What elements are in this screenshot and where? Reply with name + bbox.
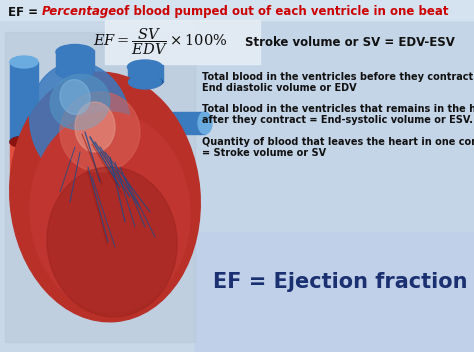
Bar	[5, 32, 195, 342]
Text: End diastolic volume or EDV: End diastolic volume or EDV	[202, 83, 356, 93]
Ellipse shape	[10, 56, 38, 68]
Ellipse shape	[128, 76, 163, 88]
Text: Percentage: Percentage	[42, 6, 117, 19]
Text: = Stroke volume or SV: = Stroke volume or SV	[202, 148, 326, 158]
Bar	[105, 20, 260, 64]
Ellipse shape	[60, 80, 90, 114]
Ellipse shape	[10, 192, 30, 202]
Text: $EF = \dfrac{SV}{EDV} \times 100\%$: $EF = \dfrac{SV}{EDV} \times 100\%$	[93, 27, 227, 57]
Ellipse shape	[10, 136, 38, 148]
Text: EF = Ejection fraction: EF = Ejection fraction	[213, 272, 467, 292]
Ellipse shape	[10, 137, 30, 147]
Ellipse shape	[57, 64, 93, 80]
Text: Quantity of blood that leaves the heart in one contraction: Quantity of blood that leaves the heart …	[202, 137, 474, 147]
Ellipse shape	[60, 92, 140, 172]
Bar	[195, 232, 474, 352]
Ellipse shape	[50, 74, 110, 130]
Ellipse shape	[75, 102, 115, 152]
Bar	[195, 22, 474, 352]
Ellipse shape	[30, 62, 130, 182]
Ellipse shape	[56, 66, 94, 78]
Bar	[10, 62, 38, 142]
Text: EF =: EF =	[8, 6, 42, 19]
Ellipse shape	[10, 72, 200, 322]
Ellipse shape	[47, 167, 177, 317]
Text: Total blood in the ventricles that remains in the heart: Total blood in the ventricles that remai…	[202, 104, 474, 114]
Ellipse shape	[198, 112, 212, 134]
Text: after they contract = End-systolic volume or ESV.: after they contract = End-systolic volum…	[202, 115, 473, 125]
Ellipse shape	[128, 60, 163, 74]
Bar	[0, 0, 474, 20]
Bar	[56, 50, 94, 72]
Ellipse shape	[159, 112, 171, 134]
Ellipse shape	[56, 44, 94, 59]
Bar	[10, 142, 30, 197]
Ellipse shape	[30, 112, 190, 312]
Text: Total blood in the ventricles before they contract =: Total blood in the ventricles before the…	[202, 72, 474, 82]
Text: of blood pumped out of each ventricle in one beat: of blood pumped out of each ventricle in…	[112, 6, 448, 19]
Ellipse shape	[128, 75, 162, 89]
Text: Stroke volume or SV = EDV-ESV: Stroke volume or SV = EDV-ESV	[245, 36, 455, 49]
Bar	[165, 112, 205, 134]
Bar	[128, 65, 163, 82]
